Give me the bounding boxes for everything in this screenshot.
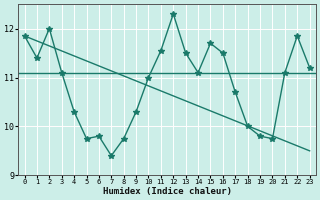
X-axis label: Humidex (Indice chaleur): Humidex (Indice chaleur) (103, 187, 232, 196)
